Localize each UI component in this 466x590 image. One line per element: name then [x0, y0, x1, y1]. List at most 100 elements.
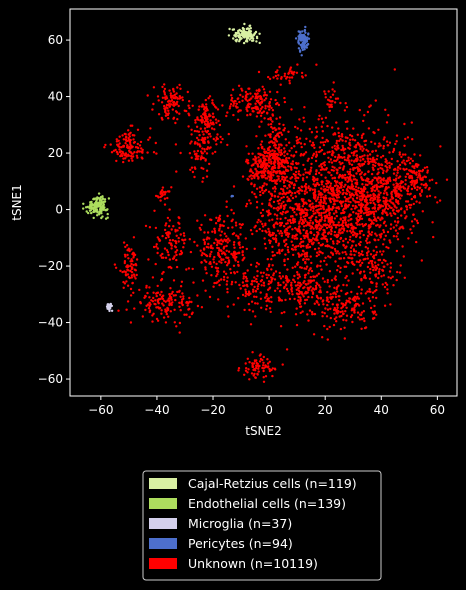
data-point: [291, 244, 295, 247]
data-point: [303, 280, 306, 283]
data-point: [287, 72, 290, 76]
data-point: [329, 293, 332, 296]
data-point: [413, 166, 416, 170]
data-point: [132, 291, 135, 294]
data-point: [367, 227, 371, 230]
data-point: [211, 116, 215, 119]
data-point: [317, 272, 320, 275]
data-point: [383, 136, 386, 139]
data-point: [347, 203, 351, 207]
data-point: [323, 197, 326, 201]
data-point: [170, 244, 173, 247]
data-point: [345, 299, 348, 302]
data-point: [296, 284, 299, 287]
data-point: [311, 141, 315, 144]
data-point: [263, 174, 267, 177]
data-point: [170, 292, 173, 295]
data-point: [418, 173, 421, 177]
data-point: [239, 93, 242, 97]
data-point: [272, 76, 275, 79]
data-point: [243, 36, 246, 39]
data-point: [243, 22, 246, 26]
data-point: [323, 215, 326, 218]
data-point: [370, 187, 373, 190]
data-point: [133, 275, 136, 278]
data-point: [304, 182, 308, 186]
data-point: [415, 200, 418, 203]
series-pericytes: [230, 25, 311, 198]
data-point: [315, 130, 319, 133]
data-point: [278, 122, 281, 126]
data-point: [382, 231, 386, 234]
data-point: [398, 193, 401, 196]
data-point: [129, 287, 133, 291]
data-point: [336, 168, 339, 172]
data-point: [169, 94, 173, 97]
data-point: [213, 255, 216, 259]
data-point: [211, 99, 214, 102]
data-point: [299, 305, 302, 308]
data-point: [392, 168, 396, 171]
data-point: [377, 168, 380, 171]
data-point: [280, 187, 283, 191]
data-point: [341, 305, 345, 308]
data-point: [276, 251, 279, 255]
data-point: [403, 187, 407, 190]
data-point: [391, 150, 395, 154]
data-point: [225, 280, 229, 283]
data-point: [358, 223, 361, 226]
data-point: [312, 175, 315, 179]
data-point: [312, 279, 316, 282]
data-point: [337, 309, 340, 313]
data-point: [324, 244, 327, 248]
data-point: [280, 164, 283, 168]
data-point: [405, 205, 408, 208]
data-point: [201, 130, 204, 133]
data-point: [361, 163, 364, 166]
data-point: [283, 239, 286, 242]
data-point: [297, 47, 301, 50]
data-point: [309, 231, 312, 234]
data-point: [297, 253, 301, 256]
legend-label: Cajal-Retzius cells (n=119): [188, 476, 357, 491]
data-point: [168, 239, 172, 242]
data-point: [327, 186, 331, 189]
data-point: [359, 264, 362, 267]
data-point: [377, 190, 380, 193]
data-point: [189, 250, 193, 254]
data-point: [262, 284, 266, 287]
data-point: [248, 175, 251, 178]
data-point: [285, 242, 288, 246]
data-point: [344, 206, 347, 210]
data-point: [325, 179, 328, 182]
data-point: [314, 136, 317, 139]
data-point: [228, 239, 231, 242]
data-point: [415, 219, 419, 222]
data-point: [278, 221, 282, 225]
data-point: [205, 147, 209, 151]
data-point: [193, 240, 196, 244]
data-point: [347, 279, 350, 282]
data-point: [297, 227, 300, 230]
data-point: [143, 296, 146, 299]
data-point: [263, 237, 266, 240]
data-point: [344, 147, 347, 151]
data-point: [330, 174, 333, 177]
data-point: [193, 129, 197, 133]
data-point: [386, 193, 389, 196]
data-point: [261, 85, 264, 89]
data-point: [312, 227, 315, 230]
data-point: [272, 274, 275, 277]
data-point: [166, 196, 169, 200]
data-point: [314, 212, 317, 215]
data-point: [161, 96, 165, 100]
data-point: [365, 213, 369, 217]
data-point: [338, 139, 341, 143]
data-point: [322, 162, 325, 165]
data-point: [329, 103, 332, 107]
data-point: [392, 284, 395, 287]
data-point: [312, 180, 316, 183]
data-point: [357, 260, 361, 264]
data-point: [333, 230, 337, 234]
data-point: [284, 177, 287, 180]
